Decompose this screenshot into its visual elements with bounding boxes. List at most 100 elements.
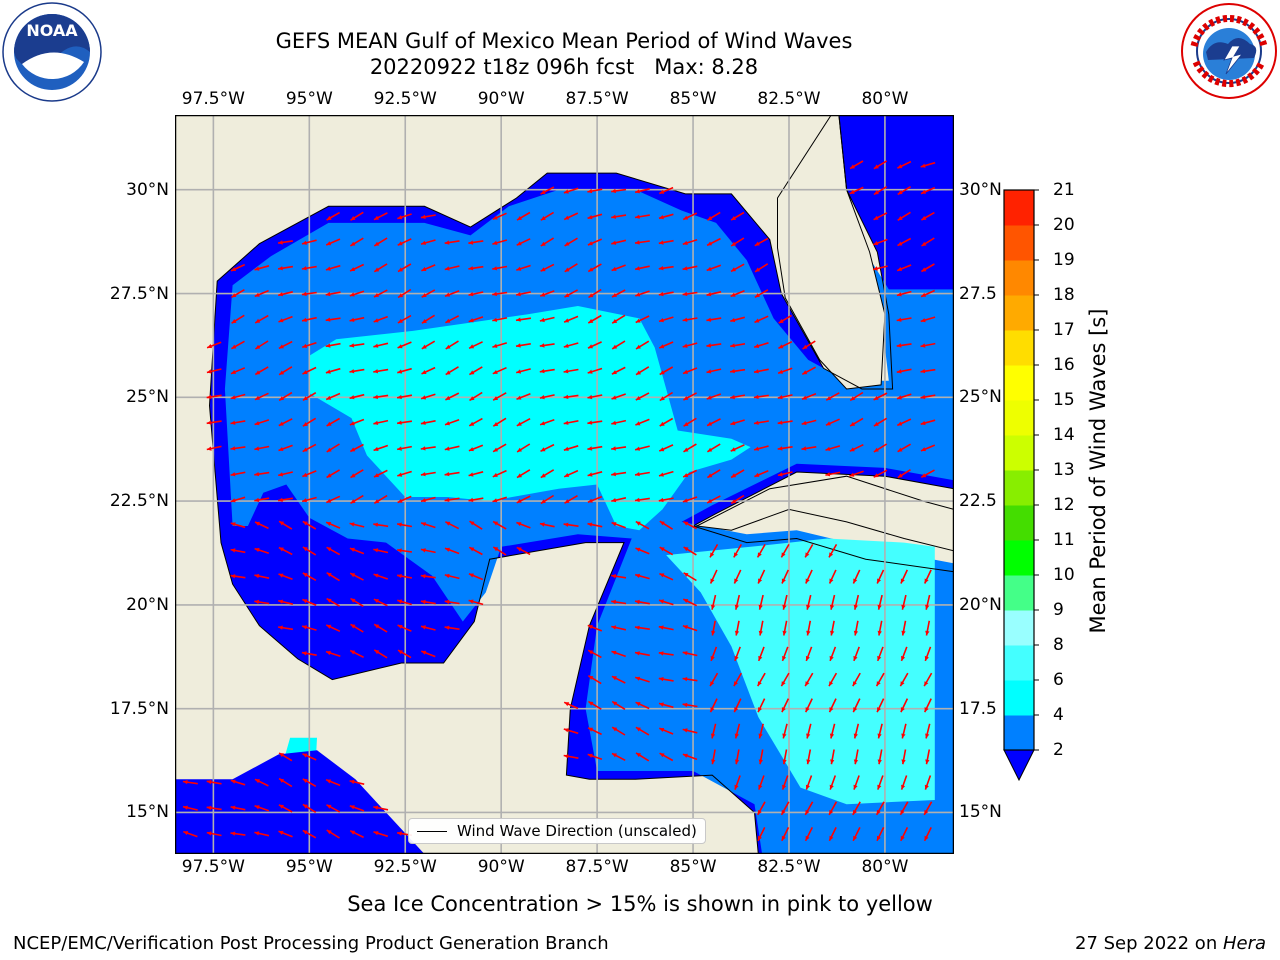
- wave-direction-arrowhead: [469, 521, 475, 526]
- wave-direction-arrowhead: [754, 241, 760, 246]
- wave-direction-arrowhead: [230, 831, 236, 836]
- wave-direction-arrowhead: [734, 604, 739, 610]
- wave-direction-arrowhead: [877, 784, 882, 790]
- wave-direction-arrowhead: [444, 599, 450, 605]
- wave-direction-arrowhead: [683, 396, 689, 400]
- wave-direction-arrowhead: [734, 630, 740, 636]
- wave-direction-arrowhead: [850, 421, 856, 427]
- wave-direction-arrowhead: [492, 291, 497, 297]
- wave-direction-arrowhead: [302, 396, 308, 401]
- wave-direction-arrowhead: [564, 241, 570, 246]
- wave-direction-arrowhead: [612, 753, 617, 758]
- wave-direction-arrowhead: [853, 604, 858, 610]
- wave-direction-arrowhead: [801, 420, 807, 426]
- wave-direction-arrowhead: [683, 547, 689, 552]
- wave-direction-arrowhead: [326, 447, 332, 452]
- wave-direction-arrowhead: [734, 733, 739, 739]
- wave-direction-arrowhead: [302, 521, 308, 526]
- wave-direction-arrowhead: [731, 267, 736, 272]
- wave-direction-arrowhead: [230, 522, 236, 527]
- wave-direction-arrowhead: [326, 421, 332, 426]
- wave-direction-arrowhead: [278, 266, 283, 271]
- right-lat-tick: 27.5: [959, 283, 997, 304]
- wave-direction-arrowhead: [587, 369, 593, 374]
- wave-direction-arrowhead: [301, 266, 307, 271]
- wave-direction-arrowhead: [278, 573, 284, 578]
- colorbar-segment: [1004, 470, 1034, 506]
- wave-direction-arrowhead: [397, 446, 402, 451]
- wave-direction-arrowhead: [373, 805, 379, 810]
- top-lon-tick: 95°W: [285, 89, 333, 109]
- wave-direction-arrowhead: [900, 578, 905, 584]
- wave-direction-arrowhead: [397, 318, 403, 323]
- wave-direction-arrowhead: [398, 267, 403, 272]
- wave-direction-arrowhead: [682, 291, 688, 297]
- wave-direction-arrowhead: [540, 447, 546, 452]
- wave-direction-arrowhead: [659, 318, 664, 323]
- wave-direction-arrowhead: [301, 291, 307, 297]
- wave-direction-arrowhead: [876, 681, 881, 687]
- wave-direction-arrowhead: [231, 293, 237, 298]
- wave-direction-arrowhead: [825, 421, 831, 426]
- wave-direction-arrowhead: [781, 707, 786, 713]
- wave-direction-arrowhead: [897, 190, 903, 195]
- wave-direction-arrowhead: [540, 292, 546, 297]
- wave-direction-arrowhead: [254, 292, 260, 297]
- wave-direction-arrowhead: [806, 630, 811, 636]
- wave-direction-arrowhead: [254, 446, 260, 451]
- wave-direction-arrowhead: [278, 472, 284, 477]
- wave-direction-arrowhead: [659, 215, 664, 220]
- wave-direction-arrowhead: [374, 241, 380, 246]
- wave-direction-arrowhead: [326, 241, 332, 246]
- wave-direction-arrowhead: [682, 498, 688, 503]
- colorbar-segment: [1004, 260, 1034, 296]
- wave-direction-arrowhead: [516, 292, 521, 297]
- wave-direction-arrowhead: [754, 318, 760, 323]
- wave-direction-arrowhead: [206, 446, 212, 451]
- wave-direction-arrowhead: [635, 521, 641, 526]
- colorbar-segment: [1004, 190, 1034, 226]
- wave-direction-arrowhead: [781, 578, 786, 584]
- wave-direction-arrowhead: [445, 521, 451, 526]
- wave-direction-arrowhead: [635, 676, 641, 681]
- wave-direction-arrowhead: [444, 266, 450, 271]
- wave-direction-arrowhead: [921, 292, 927, 297]
- wave-direction-arrowhead: [230, 472, 236, 477]
- wave-direction-arrowhead: [373, 831, 379, 836]
- wave-direction-arrowhead: [658, 497, 664, 503]
- wave-direction-arrowhead: [254, 421, 260, 426]
- legend-line-sample: [417, 830, 447, 832]
- wave-direction-arrowhead: [611, 599, 616, 605]
- wave-direction-arrowhead: [636, 344, 641, 349]
- colorbar-segment: [1004, 400, 1034, 436]
- wave-direction-arrowhead: [278, 421, 284, 426]
- wave-direction-arrowhead: [706, 317, 712, 322]
- wave-direction-arrowhead: [588, 293, 594, 298]
- wave-direction-arrowhead: [782, 784, 787, 790]
- wave-direction-arrowhead: [278, 497, 283, 502]
- wave-direction-arrowhead: [254, 547, 260, 552]
- wave-direction-arrowhead: [782, 759, 787, 765]
- top-lon-tick: 80°W: [861, 89, 909, 109]
- wave-direction-arrowhead: [468, 599, 474, 604]
- wave-direction-arrowhead: [302, 753, 308, 758]
- wave-direction-arrowhead: [587, 498, 593, 503]
- wave-direction-arrowhead: [658, 291, 664, 297]
- wave-direction-arrowhead: [301, 651, 307, 656]
- colorbar-tick-label: 18: [1053, 285, 1075, 305]
- wave-direction-arrowhead: [730, 394, 735, 400]
- wave-direction-arrowhead: [420, 420, 426, 425]
- wave-direction-arrowhead: [516, 395, 522, 400]
- wave-direction-arrowhead: [540, 267, 546, 272]
- wave-direction-arrowhead: [635, 421, 641, 426]
- wave-direction-arrowhead: [683, 473, 689, 477]
- colorbar-tick-label: 6: [1053, 670, 1064, 690]
- wave-direction-arrowhead: [373, 548, 379, 553]
- wave-direction-arrowhead: [805, 707, 810, 713]
- wave-direction-arrowhead: [397, 420, 402, 425]
- wave-direction-arrowhead: [733, 681, 738, 687]
- colorbar-segment: [1004, 365, 1034, 401]
- wave-direction-arrowhead: [710, 578, 715, 584]
- wave-direction-arrowhead: [349, 369, 355, 374]
- wave-direction-arrowhead: [877, 630, 882, 636]
